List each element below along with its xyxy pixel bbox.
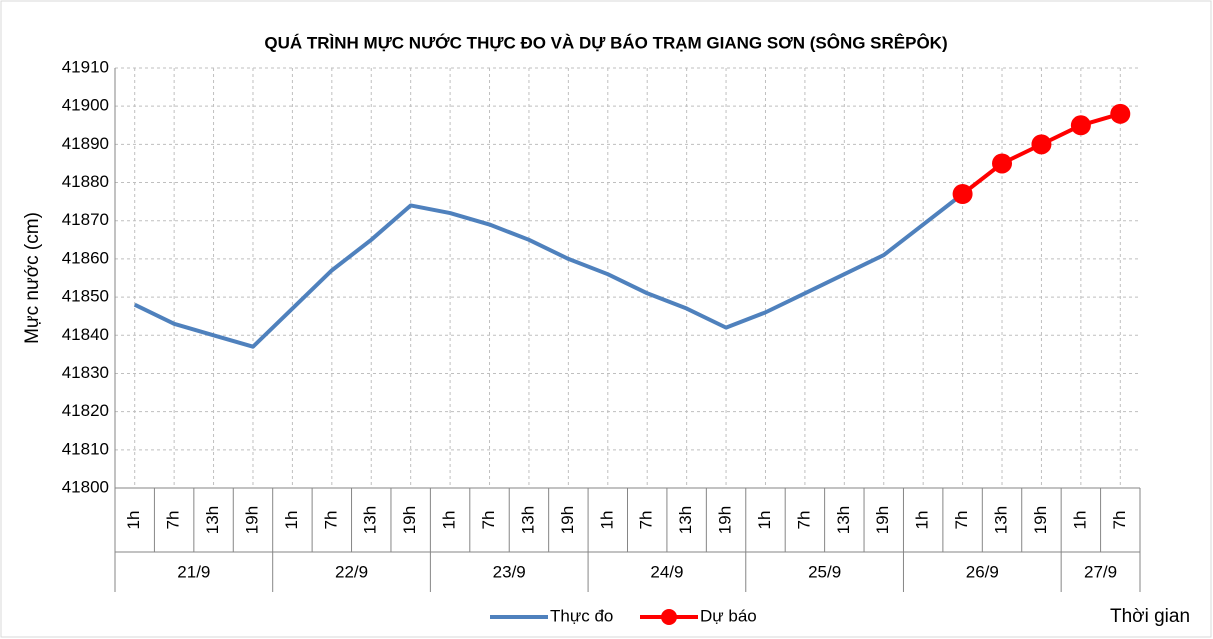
x-tick-label: 7h xyxy=(952,511,971,530)
x-tick-label: 1h xyxy=(913,511,932,530)
x-tick-label: 19h xyxy=(242,506,261,534)
series-marker xyxy=(1031,134,1052,155)
x-group-label: 23/9 xyxy=(493,562,526,581)
x-tick-label: 7h xyxy=(321,511,340,530)
y-tick-label: 41890 xyxy=(62,134,109,153)
x-tick-label: 13h xyxy=(361,506,380,534)
series-line xyxy=(133,192,964,349)
series-marker xyxy=(1110,103,1131,124)
chart-title: QUÁ TRÌNH MỰC NƯỚC THỰC ĐO VÀ DỰ BÁO TRẠ… xyxy=(264,33,947,52)
y-tick-label: 41880 xyxy=(62,172,109,191)
x-tick-label: 19h xyxy=(400,506,419,534)
y-tick-label: 41820 xyxy=(62,401,109,420)
x-tick-label: 1h xyxy=(597,511,616,530)
x-tick-label: 19h xyxy=(873,506,892,534)
x-group-label: 21/9 xyxy=(177,562,210,581)
x-tick-label: 7h xyxy=(479,511,498,530)
x-tick-label: 7h xyxy=(164,511,183,530)
x-tick-label: 19h xyxy=(1031,506,1050,534)
x-tick-label: 13h xyxy=(518,506,537,534)
y-tick-label: 41810 xyxy=(62,439,109,458)
y-tick-label: 41850 xyxy=(62,287,109,306)
x-tick-label: 1h xyxy=(755,511,774,530)
legend-label: Dự báo xyxy=(700,606,757,625)
x-tick-label: 19h xyxy=(716,506,735,534)
y-tick-label: 41840 xyxy=(62,325,109,344)
series-marker xyxy=(952,184,973,204)
y-tick-label: 41830 xyxy=(62,363,109,382)
x-tick-label: 13h xyxy=(834,506,853,534)
legend-label: Thực đo xyxy=(550,606,613,625)
x-tick-label: 13h xyxy=(992,506,1011,534)
series-marker xyxy=(1070,115,1091,136)
x-group-label: 22/9 xyxy=(335,562,368,581)
y-tick-label: 41900 xyxy=(62,96,109,115)
x-group-label: 26/9 xyxy=(966,562,999,581)
x-group-label: 24/9 xyxy=(650,562,683,581)
x-tick-label: 1h xyxy=(440,511,459,530)
legend-marker xyxy=(661,609,677,625)
x-group-label: 27/9 xyxy=(1084,562,1117,581)
y-tick-label: 41860 xyxy=(62,248,109,267)
x-tick-label: 7h xyxy=(1110,511,1129,530)
x-axis-label: Thời gian xyxy=(1110,606,1190,627)
x-tick-label: 7h xyxy=(794,511,813,530)
series-marker xyxy=(992,153,1013,174)
y-tick-label: 41800 xyxy=(62,477,109,496)
x-tick-label: 1h xyxy=(282,511,301,530)
x-tick-label: 1h xyxy=(1070,511,1089,530)
y-axis-label: Mực nước (cm) xyxy=(22,212,43,344)
x-group-label: 25/9 xyxy=(808,562,841,581)
y-tick-label: 41910 xyxy=(62,57,109,76)
y-tick-label: 41870 xyxy=(62,210,109,229)
x-tick-label: 7h xyxy=(637,511,656,530)
x-tick-label: 13h xyxy=(203,506,222,534)
x-tick-label: 13h xyxy=(676,506,695,534)
x-tick-label: 19h xyxy=(558,506,577,534)
x-tick-label: 1h xyxy=(124,511,143,530)
